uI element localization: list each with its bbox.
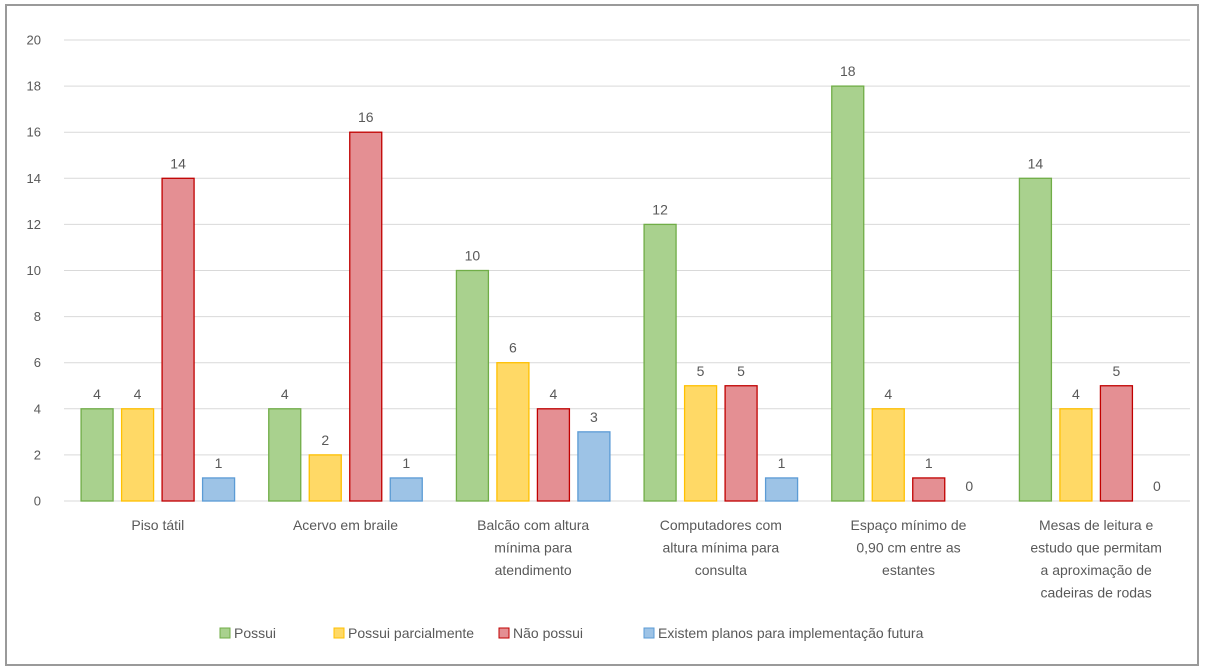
bar — [536, 408, 571, 502]
category-label: Computadores com — [660, 517, 782, 533]
chart-frame: 0 2 4 6 8 10 12 14 16 18 20 4 4 14 1 4 2 16 1 10 6 4 3 12 5 5 1 18… — [5, 4, 1199, 666]
data-label: 5 — [737, 363, 745, 379]
data-label: 2 — [321, 432, 329, 448]
data-label: 4 — [1072, 386, 1080, 402]
bar — [912, 477, 946, 502]
bar — [1059, 408, 1093, 502]
category-label: estudo que permitam — [1030, 540, 1162, 556]
category-label: a aproximação de — [1041, 562, 1153, 578]
data-label: 12 — [652, 201, 668, 217]
bar — [643, 223, 677, 502]
y-tick-label: 10 — [27, 263, 41, 278]
bar — [831, 85, 865, 502]
legend-swatch — [643, 627, 655, 639]
y-tick-label: 12 — [27, 217, 41, 232]
data-label: 3 — [590, 409, 598, 425]
bar — [268, 408, 302, 502]
data-label: 4 — [134, 386, 142, 402]
category-label: estantes — [882, 562, 935, 578]
category-label: atendimento — [495, 562, 572, 578]
bar — [1018, 177, 1053, 502]
legend-label: Não possui — [513, 625, 583, 641]
bar — [80, 408, 114, 502]
legend-swatch — [498, 627, 510, 639]
bar — [871, 408, 905, 502]
data-label: 6 — [509, 340, 517, 356]
bar — [764, 477, 799, 502]
data-label: 4 — [884, 386, 892, 402]
bar — [496, 362, 530, 502]
y-tick-label: 20 — [27, 33, 41, 48]
y-axis-ticks: 0 2 4 6 8 10 12 14 16 18 20 — [27, 33, 41, 509]
y-tick-label: 6 — [34, 355, 41, 370]
data-label: 1 — [215, 455, 223, 471]
legend-label: Possui parcialmente — [348, 625, 474, 641]
bar — [308, 454, 342, 502]
data-label: 4 — [93, 386, 101, 402]
category-label: Mesas de leitura e — [1039, 517, 1154, 533]
data-label: 18 — [840, 63, 856, 79]
bar — [201, 477, 236, 502]
legend: Possui Possui parcialmente Não possui Exist… — [219, 625, 924, 641]
data-label: 14 — [170, 155, 186, 171]
data-label: 5 — [1113, 363, 1121, 379]
data-label: 14 — [1028, 155, 1044, 171]
bar — [724, 385, 758, 502]
y-tick-label: 16 — [27, 125, 41, 140]
bar — [683, 385, 718, 502]
bar — [120, 408, 155, 502]
bar — [455, 269, 490, 502]
data-label: 0 — [965, 478, 973, 494]
bar — [577, 431, 611, 502]
bar — [161, 177, 195, 502]
category-label: mínima para — [494, 540, 572, 556]
category-label: Balcão com altura — [477, 517, 589, 533]
gridlines — [64, 39, 1190, 502]
y-tick-label: 0 — [34, 494, 41, 509]
category-label: altura mínima para — [662, 540, 779, 556]
data-label: 0 — [1153, 478, 1161, 494]
legend-label: Existem planos para implementação futura — [658, 625, 924, 641]
category-label: Acervo em braile — [293, 517, 398, 533]
legend-label: Possui — [234, 625, 276, 641]
data-label: 1 — [925, 455, 933, 471]
x-axis-categories: Piso tátil Acervo em braile Balcão com alt… — [131, 517, 1162, 601]
category-label: cadeiras de rodas — [1041, 585, 1152, 601]
y-tick-label: 8 — [34, 309, 41, 324]
y-tick-label: 4 — [34, 401, 41, 416]
y-tick-label: 14 — [27, 171, 41, 186]
y-tick-label: 18 — [27, 79, 41, 94]
bar — [389, 477, 423, 502]
category-label: Piso tátil — [131, 517, 184, 533]
category-label: consulta — [695, 562, 747, 578]
data-label: 16 — [358, 109, 374, 125]
legend-swatch — [333, 627, 345, 639]
data-label: 1 — [778, 455, 786, 471]
data-label: 1 — [402, 455, 410, 471]
data-label: 10 — [465, 248, 481, 264]
bar — [1099, 385, 1134, 502]
bars — [80, 85, 1134, 502]
data-label: 5 — [697, 363, 705, 379]
data-label: 4 — [550, 386, 558, 402]
y-tick-label: 2 — [34, 447, 41, 462]
data-label: 4 — [281, 386, 289, 402]
category-label: Espaço mínimo de — [851, 517, 967, 533]
bar — [349, 131, 383, 502]
category-label: 0,90 cm entre as — [856, 540, 960, 556]
legend-swatch — [219, 627, 231, 639]
